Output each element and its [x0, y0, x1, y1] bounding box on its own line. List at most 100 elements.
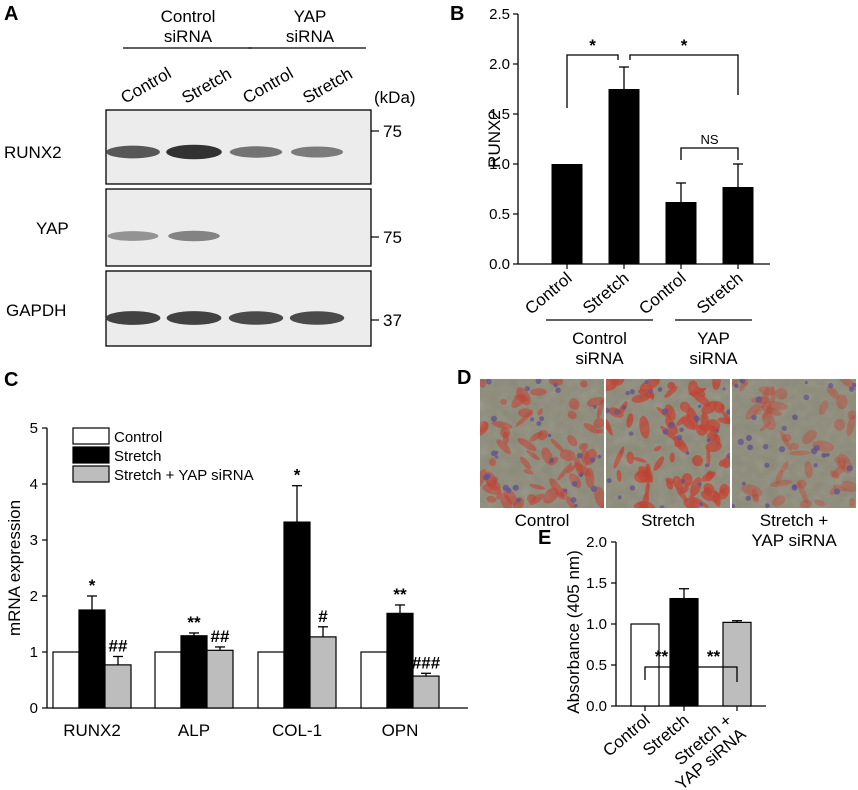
y-tick-label: 1.5 — [586, 575, 607, 592]
significance-label: ### — [412, 653, 441, 672]
x-tick-label: Control — [521, 269, 575, 319]
blot-gapdh — [105, 270, 372, 347]
panel-c: C 0 1 2 3 4 5 mRNA expression * ## RUNX2 ** ## ALP * #… — [4, 369, 468, 740]
blot-group-1-line2: siRNA — [164, 27, 213, 46]
legend-swatch — [72, 465, 110, 483]
group-label: Control — [572, 329, 627, 348]
y-tick-label: 4 — [30, 476, 38, 493]
bar — [52, 651, 80, 709]
y-tick-label: 0.0 — [586, 698, 607, 715]
micrograph-caption-line2: YAP siRNA — [751, 531, 837, 550]
bar — [257, 651, 285, 709]
micrograph-control — [480, 379, 604, 508]
significance-bracket — [629, 54, 739, 95]
significance-label: * — [89, 576, 96, 595]
micrograph-caption: Stretch — [641, 511, 695, 530]
group-label: siRNA — [689, 349, 738, 368]
blot-lane-label: Stretch — [179, 64, 235, 107]
legend-label: Stretch — [114, 448, 162, 465]
bar — [180, 635, 208, 709]
panel-b-letter: B — [450, 3, 464, 25]
blot-lane-label: Control — [118, 64, 175, 108]
y-tick-label: 2.5 — [489, 6, 510, 23]
y-tick-label: 1.5 — [489, 106, 510, 123]
kda-label: (kDa) — [374, 88, 416, 107]
significance-label: * — [681, 36, 688, 55]
marker-gapdh: 37 — [383, 311, 402, 330]
bar — [104, 664, 132, 709]
blot-band — [229, 146, 283, 158]
significance-label: NS — [700, 132, 718, 147]
bar — [360, 651, 388, 709]
panel-c-letter: C — [4, 369, 18, 391]
x-tick-label: Control — [635, 269, 689, 319]
bar — [608, 89, 640, 264]
x-tick-label: Stretch — [693, 269, 746, 318]
micrograph-stretch-yap-sirna — [732, 379, 856, 508]
blot-lane-label: Stretch — [300, 64, 356, 107]
group-label: YAP — [697, 329, 730, 348]
blot-lane-label: Control — [240, 64, 297, 108]
blot-label-runx2: RUNX2 — [4, 143, 62, 162]
blot-label-yap: YAP — [36, 219, 69, 238]
blot-band — [291, 146, 343, 158]
significance-label: ** — [393, 585, 407, 604]
y-tick-label: 3 — [30, 532, 38, 549]
micrograph-caption: Stretch + — [760, 511, 829, 530]
bar — [669, 597, 699, 707]
panel-e-letter: E — [538, 527, 551, 549]
y-tick-label: 5 — [30, 420, 38, 437]
y-tick-label: 0.5 — [586, 657, 607, 674]
bar — [722, 187, 754, 264]
y-axis-label: RUNX2 — [485, 110, 504, 168]
panel-d-letter: D — [457, 367, 471, 389]
bar — [551, 164, 583, 264]
x-tick-label: ALP — [178, 721, 210, 740]
x-tick-label: Stretch — [579, 269, 632, 318]
blot-band — [106, 145, 160, 159]
blot-group-1-line1: Control — [161, 7, 216, 26]
blot-group-2-line2: siRNA — [286, 27, 335, 46]
micrograph-texture — [480, 379, 604, 508]
bar — [722, 621, 752, 707]
y-tick-label: 1 — [30, 644, 38, 661]
blot-yap — [105, 188, 372, 267]
significance-bracket — [689, 666, 738, 682]
y-axis-label: mRNA expression — [5, 500, 24, 636]
blot-band — [289, 311, 345, 325]
panel-a-letter: A — [4, 3, 18, 25]
legend-swatch — [72, 446, 110, 464]
significance-label: * — [589, 36, 596, 55]
panel-a: A Control siRNA YAP siRNA Control Stretc… — [4, 3, 416, 347]
blot-group-2-line1: YAP — [294, 7, 327, 26]
marker-yap: 75 — [383, 228, 402, 247]
significance-label: ** — [707, 647, 721, 666]
micrograph-caption: Control — [515, 511, 570, 530]
significance-label: * — [294, 466, 301, 485]
significance-bracket — [644, 666, 679, 680]
x-tick-label: RUNX2 — [63, 721, 121, 740]
y-tick-label: 0.5 — [489, 206, 510, 223]
y-tick-label: 1.0 — [489, 156, 510, 173]
y-tick-label: 0.0 — [489, 256, 510, 273]
x-tick-label: COL-1 — [272, 721, 322, 740]
blot-band — [228, 311, 284, 325]
bar — [309, 636, 337, 709]
significance-label: # — [318, 607, 328, 626]
bar — [630, 623, 660, 707]
legend-label: Control — [114, 429, 162, 446]
significance-bracket — [566, 54, 619, 108]
significance-label: ## — [109, 636, 128, 655]
panel-d: D Control Stretch Stretch + YAP siRNA — [457, 367, 856, 550]
micrograph-texture — [732, 379, 856, 508]
bar — [78, 609, 106, 709]
blot-band — [166, 311, 222, 325]
significance-bracket — [680, 147, 739, 160]
bar — [206, 649, 234, 709]
blot-band — [105, 311, 161, 325]
significance-label: ## — [211, 627, 230, 646]
blot-label-gapdh: GAPDH — [6, 301, 66, 320]
blot-band — [168, 230, 220, 242]
